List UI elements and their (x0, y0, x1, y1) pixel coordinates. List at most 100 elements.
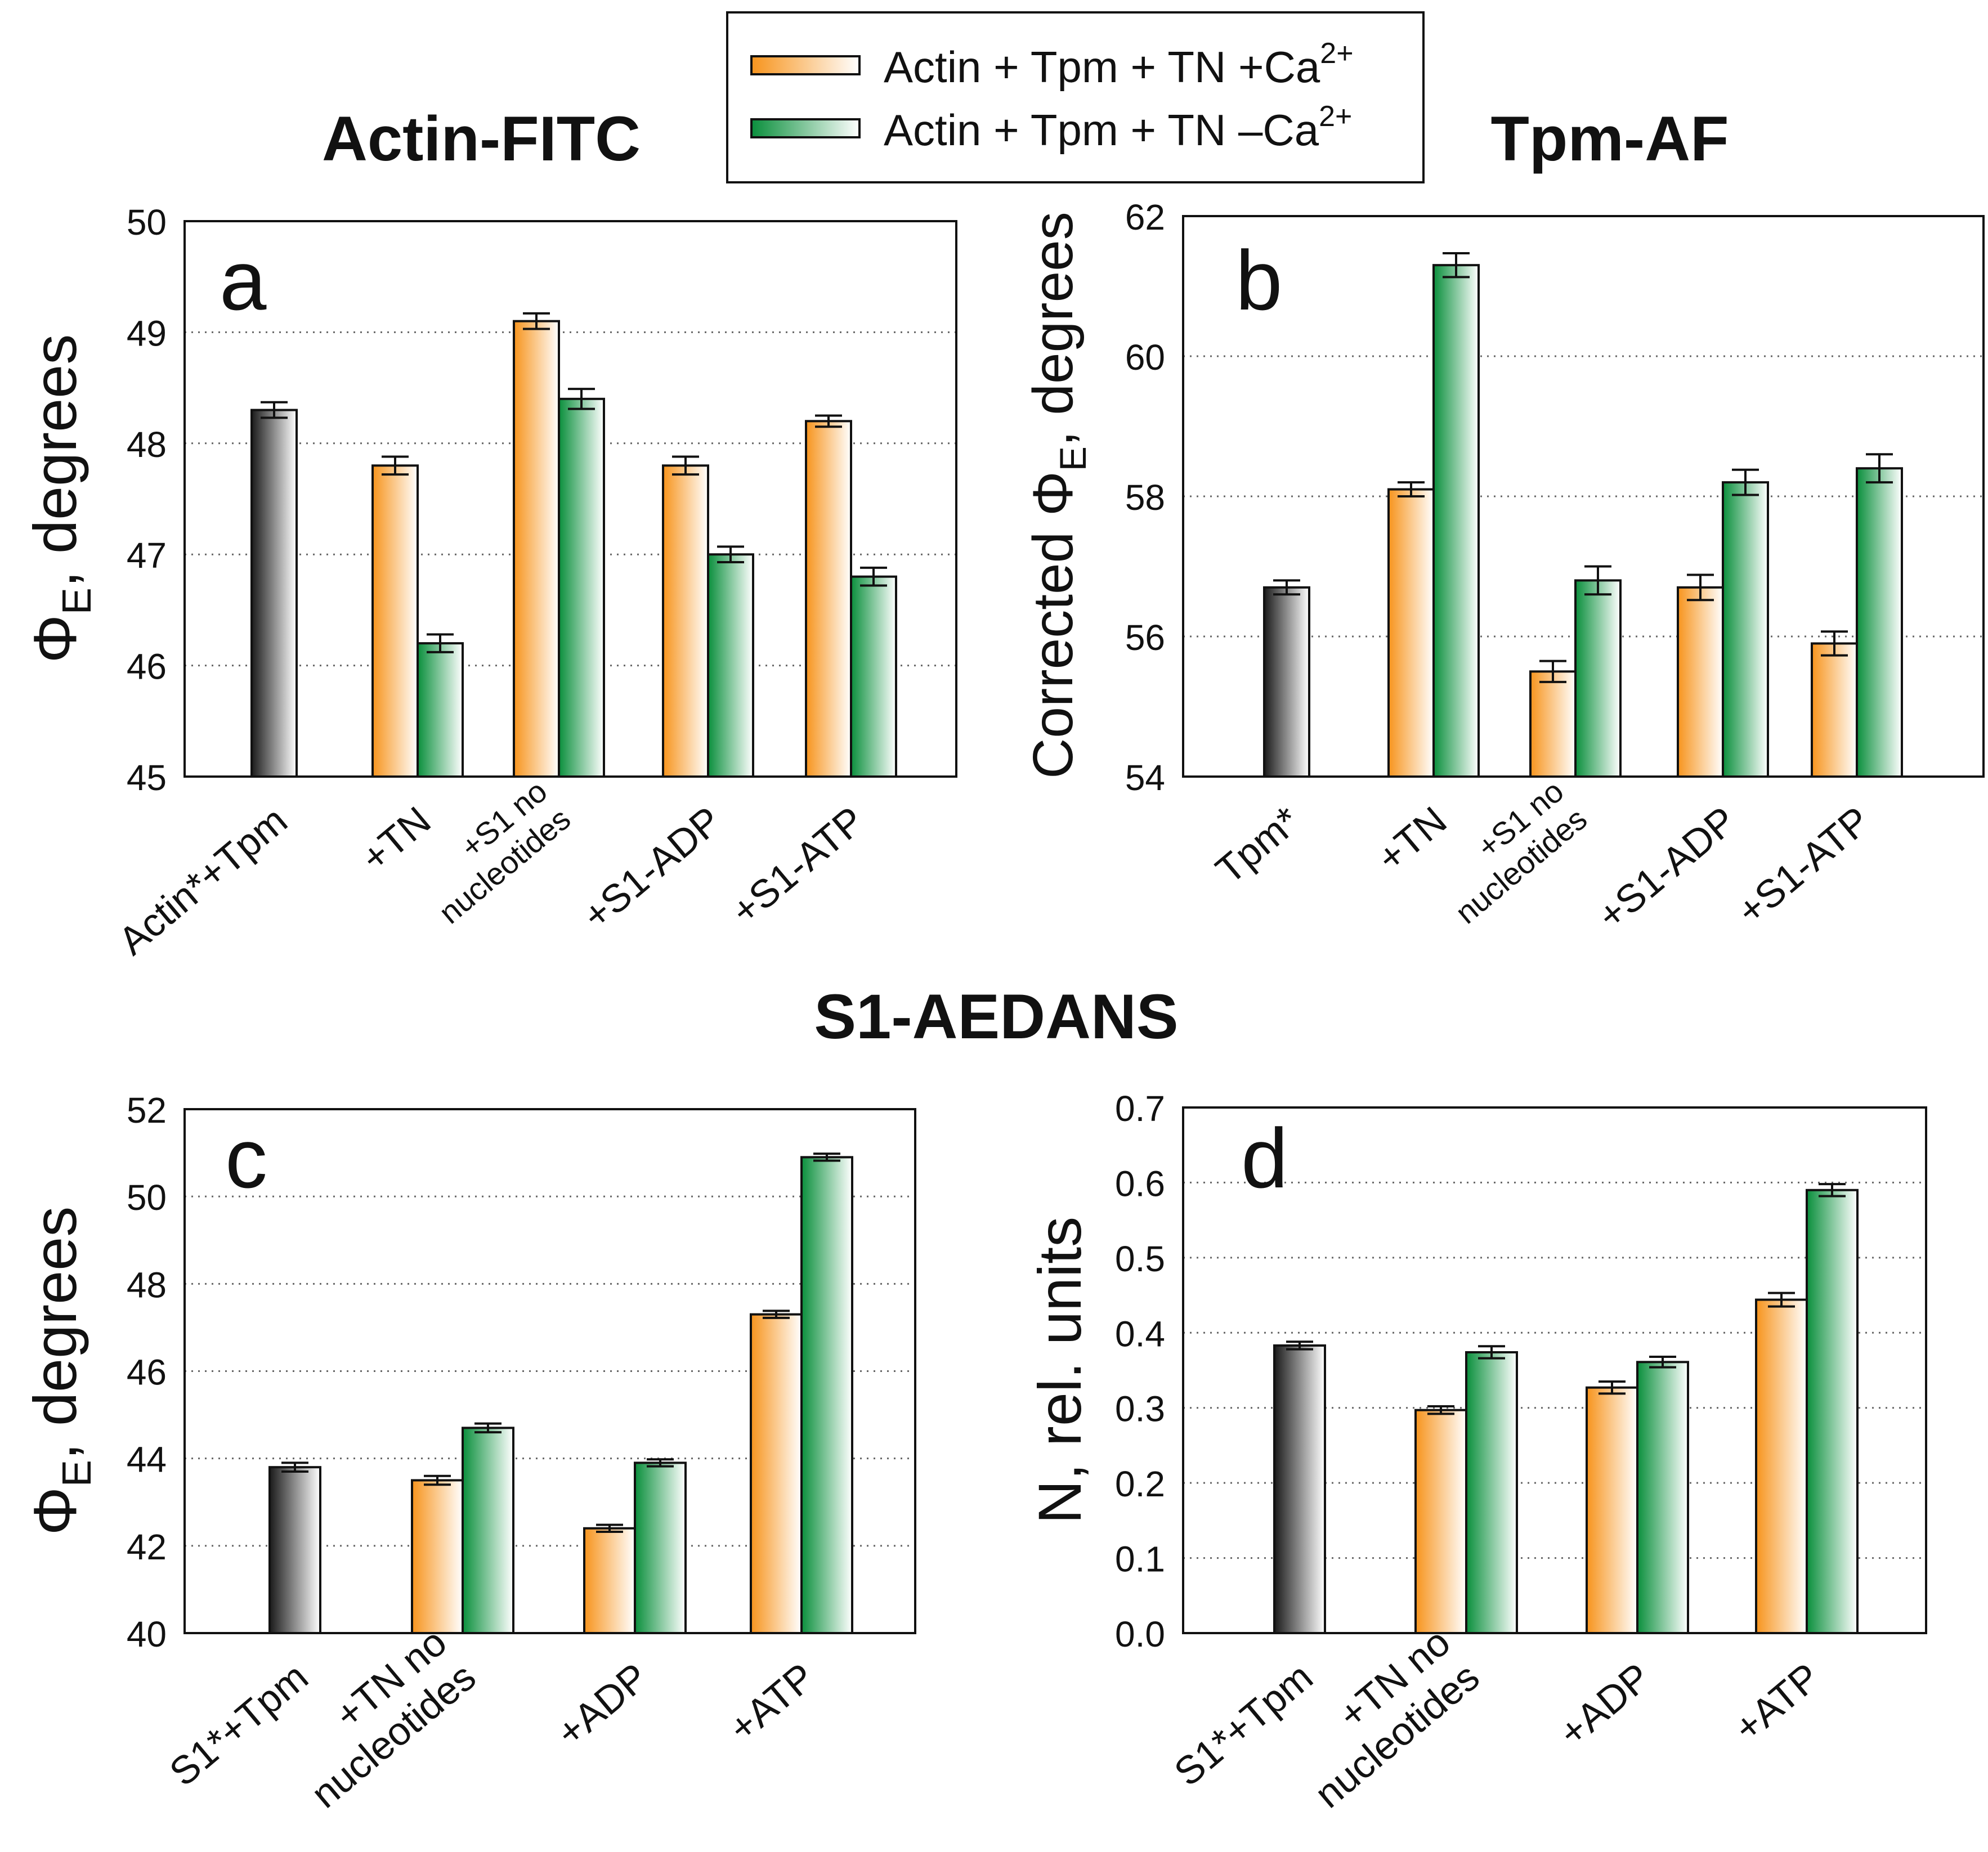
errorbar-a-ca-minus-4 (717, 545, 744, 564)
errorbar-b-ca-minus-2 (1443, 252, 1470, 279)
panel-a-ylabel: ΦE, degrees (21, 334, 100, 663)
panel-b-ytick-label: 56 (1125, 617, 1165, 658)
panel-b-ytick-label: 58 (1125, 477, 1165, 518)
panel-c: 40 42 44 46 48 50 52 S1*+Tpm +TN nonucleotides +… (21, 1090, 916, 1817)
panel-c-xtick-line: +ATP (720, 1654, 823, 1750)
errorbar-c-ca-minus-4 (813, 1153, 840, 1162)
errorbar-d-ca-minus-2 (1478, 1345, 1505, 1360)
errorbar-d-ca-minus-3 (1649, 1355, 1676, 1369)
bar-b-ca-plus-4 (1677, 586, 1724, 778)
errorbar-c-ca-plus-2 (424, 1474, 451, 1486)
bar-a-ca-minus-3 (558, 397, 605, 778)
bar-a-ca-plus-4 (662, 464, 709, 778)
panel-a-ylabel-sub: E (55, 588, 100, 615)
panel-c-ytick-label: 48 (127, 1264, 167, 1305)
panel-c-ylabel-rest: , degrees (21, 1207, 89, 1460)
panel-c-ylabel-main: Φ (21, 1487, 89, 1535)
errorbar-d-ca-minus-4 (1819, 1183, 1846, 1198)
panel-b-letter: b (1235, 233, 1282, 328)
panel-a-xtick-label: +S1-ATP (723, 798, 872, 933)
panel-c-ytick-label: 42 (127, 1527, 167, 1567)
panel-a-ytick-label: 48 (127, 424, 167, 465)
panel-a-xtick-label: +S1-ADP (574, 798, 729, 938)
panel-a-xticks: Actin*+Tpm +TN +S1 nonucleotides+S1-ADP+S1… (110, 773, 872, 963)
panel-d-xtick-label: +ADP (1551, 1654, 1659, 1755)
panel-c-xtick-label: +ADP (548, 1654, 656, 1755)
bar-b-ca-minus-4 (1722, 481, 1769, 778)
panel-d-xticks: S1*+Tpm +TN nonucleotides +ADP +ATP (1166, 1620, 1828, 1817)
panel-b-ytick-label: 60 (1125, 337, 1165, 378)
bar-c-ca-plus-2 (411, 1479, 464, 1634)
panel-d-grid (1183, 1181, 1926, 1559)
panel-b-ylabel: Corrected ΦE, degrees (1022, 212, 1094, 779)
legend-label-ca-minus: Actin + Tpm + TN –Ca2+ (884, 100, 1352, 155)
bar-d-ca-minus-3 (1636, 1361, 1689, 1634)
panel-d-ylabel-main: N, rel. units (1026, 1217, 1094, 1524)
panel-b-xtick-label: +TN (1369, 798, 1455, 880)
errorbar-b-ca-minus-5 (1866, 453, 1893, 484)
panel-c-ylabel-sub: E (55, 1460, 100, 1487)
panel-a-ylabel-rest: , degrees (21, 334, 89, 588)
errorbar-b-ca-plus-5 (1821, 630, 1848, 657)
panel-d-ytick-label: 0.5 (1115, 1239, 1165, 1279)
panel-d-ytick-label: 0.3 (1115, 1389, 1165, 1429)
panel-a-bars (250, 312, 897, 778)
panel-d-xtick-line: S1*+Tpm (1166, 1654, 1320, 1795)
panel-b-frame (1182, 215, 1985, 778)
panel-b-bars (1263, 252, 1903, 778)
panel-b-ylabel-sub: E (1052, 446, 1094, 471)
bar-b-ca-plus-3 (1529, 670, 1577, 778)
panel-b-xtick-label: +S1 nonucleotides (1425, 773, 1593, 931)
legend-sup-ca-plus: 2+ (1320, 37, 1353, 70)
panel-a-xtick-line: Actin*+Tpm (110, 798, 295, 963)
errorbar-d-control-1 (1286, 1340, 1313, 1351)
errorbar-c-ca-plus-3 (596, 1523, 623, 1533)
panel-c-xtick-line: +ADP (548, 1654, 656, 1755)
errorbar-a-ca-minus-3 (568, 388, 595, 410)
panel-c-xtick-label: S1*+Tpm (161, 1654, 316, 1795)
panel-d-ytick-label: 0.4 (1115, 1313, 1165, 1354)
legend: Actin + Tpm + TN +Ca2+ Actin + Tpm + TN … (726, 11, 1425, 183)
bar-a-control-1 (250, 409, 298, 778)
panel-d-ytick-label: 0.0 (1115, 1614, 1165, 1654)
panel-d-ytick-label: 0.2 (1115, 1464, 1165, 1504)
panel-a-ytick-label: 49 (127, 313, 167, 353)
panel-d-frame (1182, 1106, 1927, 1634)
panel-c-ytick-label: 44 (127, 1440, 167, 1480)
panel-b-ytick-label: 62 (1125, 197, 1165, 237)
title-tpm-af: Tpm-AF (1490, 104, 1729, 174)
bar-c-ca-minus-2 (462, 1427, 514, 1635)
panel-a-ytick-label: 45 (127, 757, 167, 798)
bar-d-ca-minus-4 (1806, 1189, 1859, 1635)
bar-c-control-1 (268, 1466, 321, 1635)
panel-d-xtick-label: S1*+Tpm (1166, 1654, 1320, 1795)
panel-b-yticks: 54 56 58 60 62 (1125, 197, 1165, 798)
errorbar-b-ca-plus-2 (1398, 481, 1425, 497)
bar-b-ca-minus-5 (1856, 467, 1903, 778)
panel-b-xticks: Tpm* +TN +S1 nonucleotides+S1-ADP+S1-ATP (1207, 773, 1878, 938)
panel-b-xtick-label: Tpm* (1207, 798, 1308, 892)
panel-c-xtick-line: S1*+Tpm (161, 1654, 316, 1795)
panel-b-ylabel-rest: , degrees (1022, 212, 1085, 446)
errorbar-a-ca-plus-4 (672, 455, 699, 476)
title-s1-aedans: S1-AEDANS (814, 981, 1178, 1052)
panel-a-frame (183, 220, 957, 778)
legend-sup-ca-minus: 2+ (1319, 100, 1352, 133)
panel-d-xtick-line: +ATP (1726, 1654, 1828, 1750)
bar-c-ca-plus-3 (583, 1527, 636, 1635)
panel-c-ytick-label: 52 (127, 1090, 167, 1131)
panel-c-ylabel: ΦE, degrees (21, 1207, 100, 1536)
errorbar-d-ca-plus-3 (1599, 1380, 1626, 1395)
errorbar-c-ca-minus-2 (474, 1422, 502, 1434)
bar-d-ca-minus-2 (1465, 1351, 1518, 1634)
errorbar-a-ca-minus-5 (860, 566, 887, 587)
legend-label-ca-plus: Actin + Tpm + TN +Ca2+ (884, 37, 1354, 92)
errorbar-b-control-1 (1273, 579, 1300, 596)
panel-b-ytick-label: 54 (1125, 757, 1165, 798)
bar-a-ca-minus-5 (850, 575, 897, 778)
panel-c-bars (268, 1153, 853, 1635)
panel-b-xtick-label: +S1-ADP (1589, 798, 1744, 938)
panel-d-xtick-label: +ATP (1726, 1654, 1828, 1750)
panel-d-ylabel: N, rel. units (1026, 1217, 1094, 1524)
